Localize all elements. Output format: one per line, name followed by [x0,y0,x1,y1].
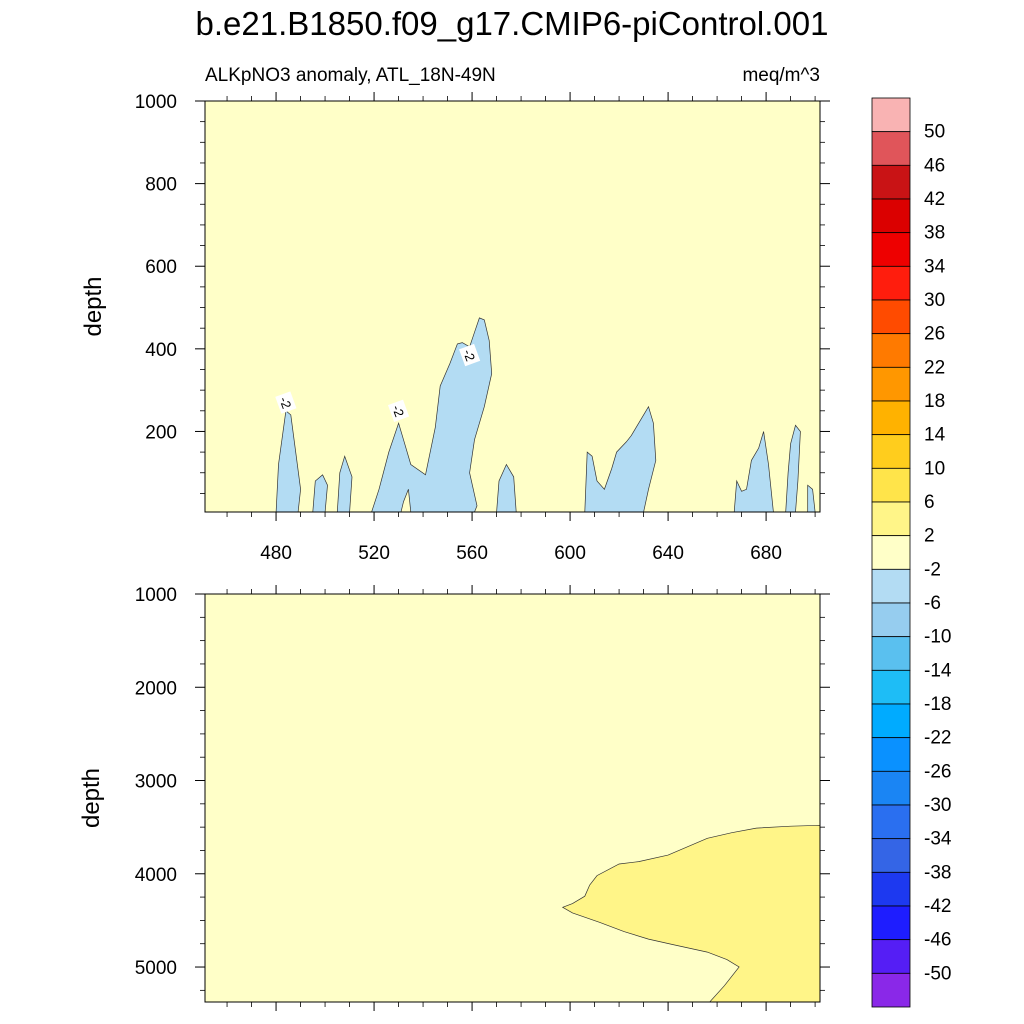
plot-frame [204,593,821,1003]
contour-label-3: -2 [460,347,478,363]
colorbar-label: 22 [924,357,945,378]
contour-label-box [387,399,410,422]
colorbar-swatch [871,535,911,570]
contour-region-6 [584,405,657,512]
colorbar-label: -34 [924,829,952,850]
contour-label-2: -2 [389,403,407,419]
colorbar-swatch [871,737,911,772]
colorbar-label: -38 [924,862,951,883]
colorbar-label: 2 [924,526,935,547]
colorbar-swatch [871,703,911,739]
y-tick-label: 4000 [135,865,177,886]
contour-region-7 [733,431,774,512]
y-tick-label: 600 [145,257,177,278]
colorbar-label: -10 [924,627,951,648]
colorbar-swatch [871,939,911,974]
colorbar-swatch [871,467,911,503]
colorbar-label: -26 [924,761,951,782]
colorbar-swatch [871,770,911,806]
colorbar-swatch [871,501,911,537]
x-tick-label: 680 [750,543,782,564]
contour-region-4 [371,317,493,512]
colorbar-swatch [871,636,911,671]
contour-region-9 [807,484,816,512]
colorbar-label: 10 [924,458,945,479]
x-tick-label: 640 [652,543,684,564]
colorbar-label: -30 [924,795,951,816]
colorbar-label: 26 [924,324,945,345]
contour-region-1 [275,410,301,512]
colorbar-swatch [871,333,911,368]
colorbar: 50 46 42 38 34 30 26 22 18 14 10 6 2 -2 -6 -10 -14 -18 -22… [871,97,952,1008]
panel-subtitle-left: ALKpNO3 anomaly, ATL_18N-49N [205,65,496,86]
y-tick-label: 3000 [135,772,177,793]
contour-region-8 [785,424,801,512]
colorbar-swatch [871,131,911,166]
colorbar-swatch [871,804,911,840]
x-tick-label: 560 [456,543,488,564]
colorbar-label: 14 [924,425,946,446]
plot-frame [204,100,821,513]
colorbar-label: 6 [924,492,935,513]
y-tick-label: 400 [145,340,177,361]
colorbar-swatch [871,299,911,335]
y-tick-label: 800 [145,175,177,196]
colorbar-swatch [871,434,911,469]
upper-panel: -2 -2 -2 480 520 560 600 640 680 200 400 600 800 1000… [80,92,830,564]
contour-region-3 [336,455,353,512]
contour-label-box [459,343,481,367]
colorbar-swatch [871,838,911,873]
colorbar-swatch [871,164,911,200]
colorbar-swatch [871,972,911,1008]
x-tick-label: 520 [358,543,390,564]
colorbar-swatch [871,568,911,604]
y-tick-label: 1000 [135,92,177,113]
x-tick-label: 480 [260,543,292,564]
x-tick-label: 600 [554,543,586,564]
contour-label-box [275,391,297,414]
colorbar-label: -50 [924,963,951,984]
contour-region-5 [496,463,517,512]
colorbar-swatch [871,871,911,907]
colorbar-swatch [871,97,911,133]
y-tick-label: 5000 [135,958,177,979]
colorbar-label: 34 [924,256,946,277]
contour-label-1: -2 [276,395,294,411]
colorbar-label: 38 [924,223,945,244]
colorbar-label: -22 [924,728,951,749]
contour-region-2 [312,474,328,512]
colorbar-label: 18 [924,391,945,412]
y-tick-label: 2000 [135,678,177,699]
colorbar-label: -2 [924,559,941,580]
lower-panel: 1000 2000 3000 4000 5000 depth [78,585,830,1011]
colorbar-swatch [871,400,911,436]
colorbar-swatch [871,905,911,941]
background-fill [205,101,820,512]
colorbar-label: -42 [924,896,951,917]
y-tick-label: 1000 [135,585,177,606]
y-axis-label: depth [80,276,107,336]
colorbar-swatch [871,232,911,267]
contour-region-1 [561,824,820,1002]
y-tick-label: 200 [145,422,177,443]
colorbar-label: 50 [924,122,945,143]
colorbar-swatch [871,198,911,234]
colorbar-label: 30 [924,290,945,311]
colorbar-label: -46 [924,930,951,951]
colorbar-label: -6 [924,593,941,614]
panel-subtitle-right: meq/m^3 [742,65,820,86]
colorbar-swatch [871,265,911,301]
y-axis-label: depth [78,768,105,828]
colorbar-label: -14 [924,660,952,681]
colorbar-label: -18 [924,694,951,715]
colorbar-label: 46 [924,155,945,176]
figure-title: b.e21.B1850.f09_g17.CMIP6-piControl.001 [196,5,829,42]
colorbar-swatch [871,366,911,402]
colorbar-label: 42 [924,189,945,210]
colorbar-swatch [871,669,911,705]
colorbar-swatch [871,602,911,638]
